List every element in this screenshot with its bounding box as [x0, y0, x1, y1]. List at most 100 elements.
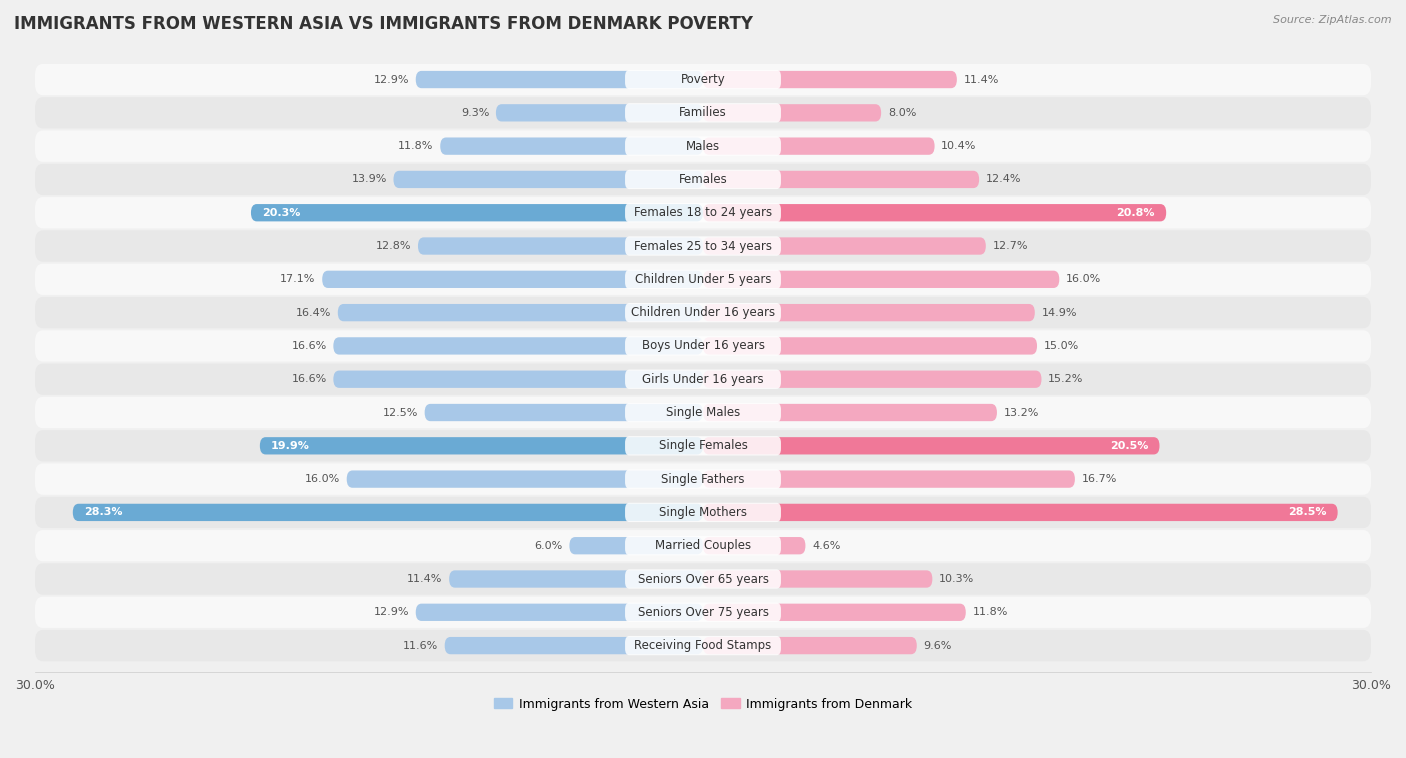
FancyBboxPatch shape — [35, 597, 1371, 628]
Text: 20.5%: 20.5% — [1109, 441, 1149, 451]
FancyBboxPatch shape — [703, 637, 917, 654]
FancyBboxPatch shape — [703, 137, 935, 155]
Text: 17.1%: 17.1% — [280, 274, 315, 284]
Text: 12.9%: 12.9% — [374, 74, 409, 85]
Text: Females: Females — [679, 173, 727, 186]
FancyBboxPatch shape — [626, 337, 780, 356]
Text: 11.6%: 11.6% — [402, 641, 439, 650]
FancyBboxPatch shape — [626, 303, 780, 322]
FancyBboxPatch shape — [416, 71, 703, 88]
Text: Boys Under 16 years: Boys Under 16 years — [641, 340, 765, 352]
FancyBboxPatch shape — [626, 270, 780, 289]
FancyBboxPatch shape — [333, 337, 703, 355]
Text: Females 25 to 34 years: Females 25 to 34 years — [634, 240, 772, 252]
Text: Single Females: Single Females — [658, 440, 748, 453]
FancyBboxPatch shape — [703, 570, 932, 587]
Text: 15.2%: 15.2% — [1047, 374, 1084, 384]
FancyBboxPatch shape — [35, 97, 1371, 129]
FancyBboxPatch shape — [703, 204, 1166, 221]
Text: Seniors Over 65 years: Seniors Over 65 years — [637, 572, 769, 585]
FancyBboxPatch shape — [337, 304, 703, 321]
Text: Source: ZipAtlas.com: Source: ZipAtlas.com — [1274, 15, 1392, 25]
Text: 20.8%: 20.8% — [1116, 208, 1156, 218]
Text: 15.0%: 15.0% — [1043, 341, 1078, 351]
Text: Girls Under 16 years: Girls Under 16 years — [643, 373, 763, 386]
FancyBboxPatch shape — [626, 203, 780, 222]
FancyBboxPatch shape — [35, 364, 1371, 395]
FancyBboxPatch shape — [626, 70, 780, 89]
FancyBboxPatch shape — [626, 636, 780, 655]
Text: Children Under 5 years: Children Under 5 years — [634, 273, 772, 286]
FancyBboxPatch shape — [35, 164, 1371, 195]
FancyBboxPatch shape — [35, 264, 1371, 295]
FancyBboxPatch shape — [703, 304, 1035, 321]
FancyBboxPatch shape — [35, 330, 1371, 362]
FancyBboxPatch shape — [418, 237, 703, 255]
FancyBboxPatch shape — [703, 504, 1337, 521]
FancyBboxPatch shape — [569, 537, 703, 554]
Text: 4.6%: 4.6% — [813, 540, 841, 551]
Text: 12.7%: 12.7% — [993, 241, 1028, 251]
FancyBboxPatch shape — [425, 404, 703, 421]
FancyBboxPatch shape — [35, 130, 1371, 161]
FancyBboxPatch shape — [73, 504, 703, 521]
Text: Receiving Food Stamps: Receiving Food Stamps — [634, 639, 772, 652]
FancyBboxPatch shape — [496, 104, 703, 121]
Text: 28.5%: 28.5% — [1288, 507, 1326, 518]
FancyBboxPatch shape — [35, 463, 1371, 495]
FancyBboxPatch shape — [250, 204, 703, 221]
FancyBboxPatch shape — [416, 603, 703, 621]
Text: 16.0%: 16.0% — [305, 474, 340, 484]
Text: Married Couples: Married Couples — [655, 539, 751, 553]
FancyBboxPatch shape — [626, 503, 780, 522]
Text: 12.9%: 12.9% — [374, 607, 409, 617]
FancyBboxPatch shape — [703, 171, 979, 188]
Text: 12.8%: 12.8% — [375, 241, 412, 251]
FancyBboxPatch shape — [35, 430, 1371, 462]
FancyBboxPatch shape — [626, 236, 780, 255]
FancyBboxPatch shape — [626, 370, 780, 389]
Text: Females 18 to 24 years: Females 18 to 24 years — [634, 206, 772, 219]
FancyBboxPatch shape — [35, 397, 1371, 428]
Text: 8.0%: 8.0% — [887, 108, 917, 117]
FancyBboxPatch shape — [626, 103, 780, 123]
Text: 12.5%: 12.5% — [382, 408, 418, 418]
FancyBboxPatch shape — [35, 230, 1371, 262]
Text: 9.3%: 9.3% — [461, 108, 489, 117]
FancyBboxPatch shape — [35, 530, 1371, 562]
Text: 12.4%: 12.4% — [986, 174, 1021, 184]
FancyBboxPatch shape — [703, 337, 1038, 355]
Text: 20.3%: 20.3% — [262, 208, 301, 218]
FancyBboxPatch shape — [35, 563, 1371, 595]
Text: 11.8%: 11.8% — [398, 141, 433, 151]
Text: Single Males: Single Males — [666, 406, 740, 419]
Text: 13.2%: 13.2% — [1004, 408, 1039, 418]
FancyBboxPatch shape — [703, 271, 1059, 288]
FancyBboxPatch shape — [347, 471, 703, 487]
FancyBboxPatch shape — [703, 71, 957, 88]
FancyBboxPatch shape — [703, 371, 1042, 388]
FancyBboxPatch shape — [394, 171, 703, 188]
Text: 16.4%: 16.4% — [295, 308, 330, 318]
Text: 16.6%: 16.6% — [291, 374, 326, 384]
Text: 16.7%: 16.7% — [1081, 474, 1116, 484]
Text: Males: Males — [686, 139, 720, 152]
Text: Seniors Over 75 years: Seniors Over 75 years — [637, 606, 769, 619]
FancyBboxPatch shape — [626, 569, 780, 589]
Text: 16.0%: 16.0% — [1066, 274, 1101, 284]
Text: 11.4%: 11.4% — [963, 74, 998, 85]
FancyBboxPatch shape — [703, 437, 1160, 455]
Text: 19.9%: 19.9% — [271, 441, 309, 451]
FancyBboxPatch shape — [703, 537, 806, 554]
FancyBboxPatch shape — [444, 637, 703, 654]
FancyBboxPatch shape — [449, 570, 703, 587]
Text: 10.3%: 10.3% — [939, 574, 974, 584]
FancyBboxPatch shape — [35, 64, 1371, 96]
FancyBboxPatch shape — [626, 469, 780, 489]
FancyBboxPatch shape — [626, 170, 780, 189]
FancyBboxPatch shape — [703, 104, 882, 121]
FancyBboxPatch shape — [35, 630, 1371, 661]
Text: 6.0%: 6.0% — [534, 540, 562, 551]
FancyBboxPatch shape — [35, 297, 1371, 328]
Text: 10.4%: 10.4% — [941, 141, 977, 151]
